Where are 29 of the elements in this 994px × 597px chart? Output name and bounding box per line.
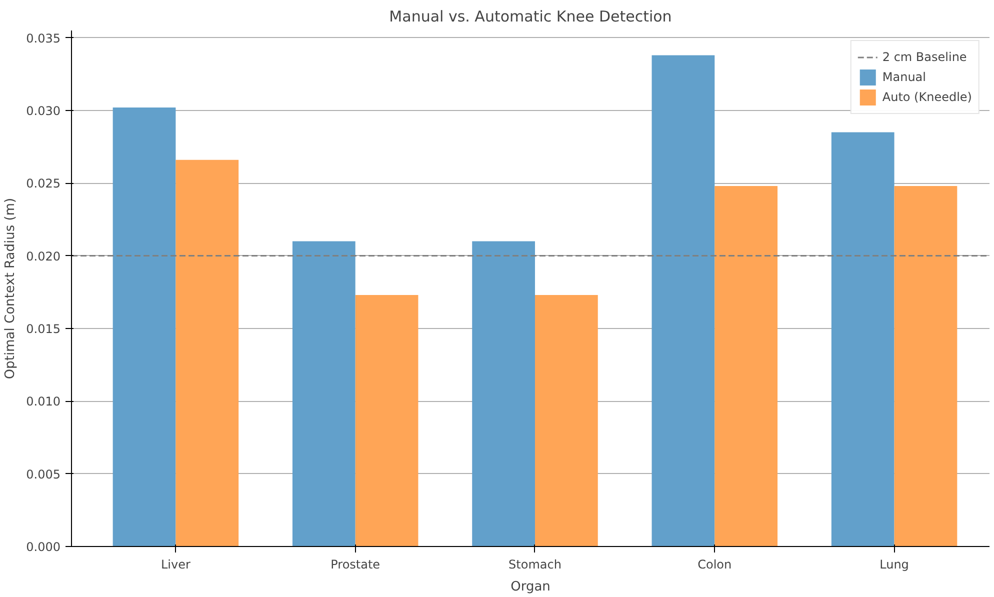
y-tick-label: 0.025	[26, 176, 61, 191]
bar	[472, 241, 535, 546]
y-tick-label: 0.030	[26, 104, 61, 118]
y-axis-title: Optimal Context Radius (m)	[3, 198, 18, 380]
y-tick-label: 0.000	[26, 540, 61, 554]
legend-label: Auto (Kneedle)	[882, 90, 972, 104]
bar	[714, 186, 778, 546]
bar	[831, 132, 894, 546]
bar	[534, 295, 598, 546]
chart-title: Manual vs. Automatic Knee Detection	[389, 8, 672, 26]
bar	[112, 108, 176, 546]
y-tick-label: 0.015	[26, 322, 61, 336]
y-tick-label: 0.020	[26, 249, 61, 264]
y-tick-label: 0.035	[26, 31, 61, 46]
x-tick-label: Prostate	[330, 558, 380, 572]
x-tick-label: Colon	[698, 558, 732, 572]
bar	[894, 186, 958, 546]
y-tick-label: 0.005	[26, 467, 61, 482]
bar	[292, 241, 356, 546]
legend-label: 2 cm Baseline	[882, 50, 967, 64]
x-tick-label: Stomach	[508, 558, 562, 572]
x-tick-label: Lung	[880, 558, 909, 572]
bar	[176, 160, 239, 546]
x-tick-label: Liver	[160, 558, 190, 572]
bar	[652, 55, 715, 546]
legend-label: Manual	[882, 70, 926, 84]
y-tick-label: 0.010	[26, 394, 61, 409]
x-axis-title: Organ	[510, 580, 550, 594]
bar	[355, 295, 418, 546]
